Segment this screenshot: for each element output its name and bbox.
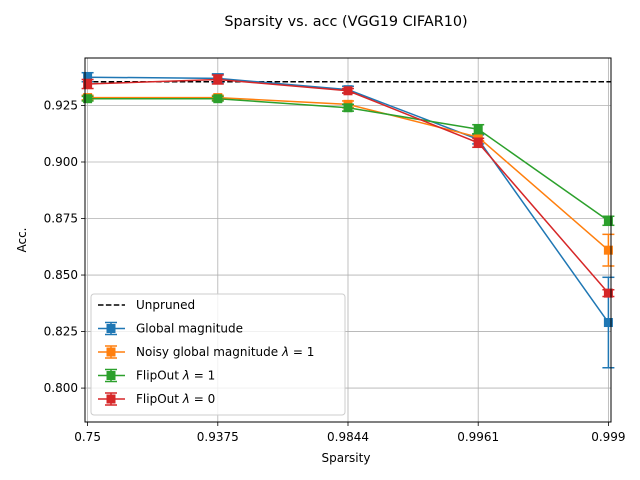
x-tick-label: 0.75 [74, 430, 101, 444]
data-point [343, 86, 353, 96]
legend-swatch-marker [106, 394, 116, 404]
chart-title: Sparsity vs. acc (VGG19 CIFAR10) [224, 14, 467, 30]
x-tick-label: 0.9375 [197, 430, 239, 444]
legend-lambda-symbol: λ [281, 345, 289, 359]
data-point [473, 138, 483, 148]
series-3 [81, 94, 615, 227]
legend-label: FlipOut λ = 0 [136, 392, 215, 406]
data-point [603, 288, 613, 298]
legend-lambda-symbol: λ [182, 392, 190, 406]
y-tick-label: 0.825 [44, 325, 78, 339]
data-point [343, 103, 353, 113]
legend-swatch-marker [106, 347, 116, 357]
data-point [83, 79, 93, 89]
y-tick-label: 0.875 [44, 212, 78, 226]
data-point [473, 132, 483, 142]
x-axis-ticks: 0.75 0.9375 0.9844 0.9961 0.999 [74, 422, 626, 444]
legend: Unpruned Global magnitude Noisy global mag… [90, 293, 346, 416]
data-point [213, 94, 223, 104]
x-tick-label: 0.999 [591, 430, 625, 444]
legend-label: Global magnitude [136, 322, 243, 336]
data-point [213, 74, 223, 84]
data-point [603, 245, 613, 255]
y-axis-ticks: 0.800 0.825 0.850 0.875 0.900 0.925 [44, 98, 85, 395]
y-tick-label: 0.800 [44, 381, 78, 395]
data-point [83, 94, 93, 104]
data-point [473, 124, 483, 134]
y-tick-label: 0.850 [44, 268, 78, 282]
y-tick-label: 0.900 [44, 155, 78, 169]
legend-label: FlipOut λ = 1 [136, 369, 215, 383]
legend-swatch-marker [106, 371, 116, 380]
series-group [81, 71, 615, 369]
legend-label: Noisy global magnitude λ = 1 [136, 345, 314, 359]
x-tick-label: 0.9961 [457, 430, 499, 444]
legend-swatch-marker [106, 324, 116, 333]
x-axis-label: Sparsity [322, 451, 371, 465]
data-point [603, 318, 613, 328]
series-4 [81, 74, 615, 298]
x-tick-label: 0.9844 [327, 430, 369, 444]
legend-label-unpruned: Unpruned [136, 298, 195, 312]
legend-lambda-symbol: λ [182, 369, 190, 383]
y-tick-label: 0.925 [44, 98, 78, 112]
legend-box [90, 293, 346, 416]
data-point [603, 216, 613, 226]
data-point [83, 72, 93, 82]
y-axis-label: Acc. [15, 227, 29, 252]
